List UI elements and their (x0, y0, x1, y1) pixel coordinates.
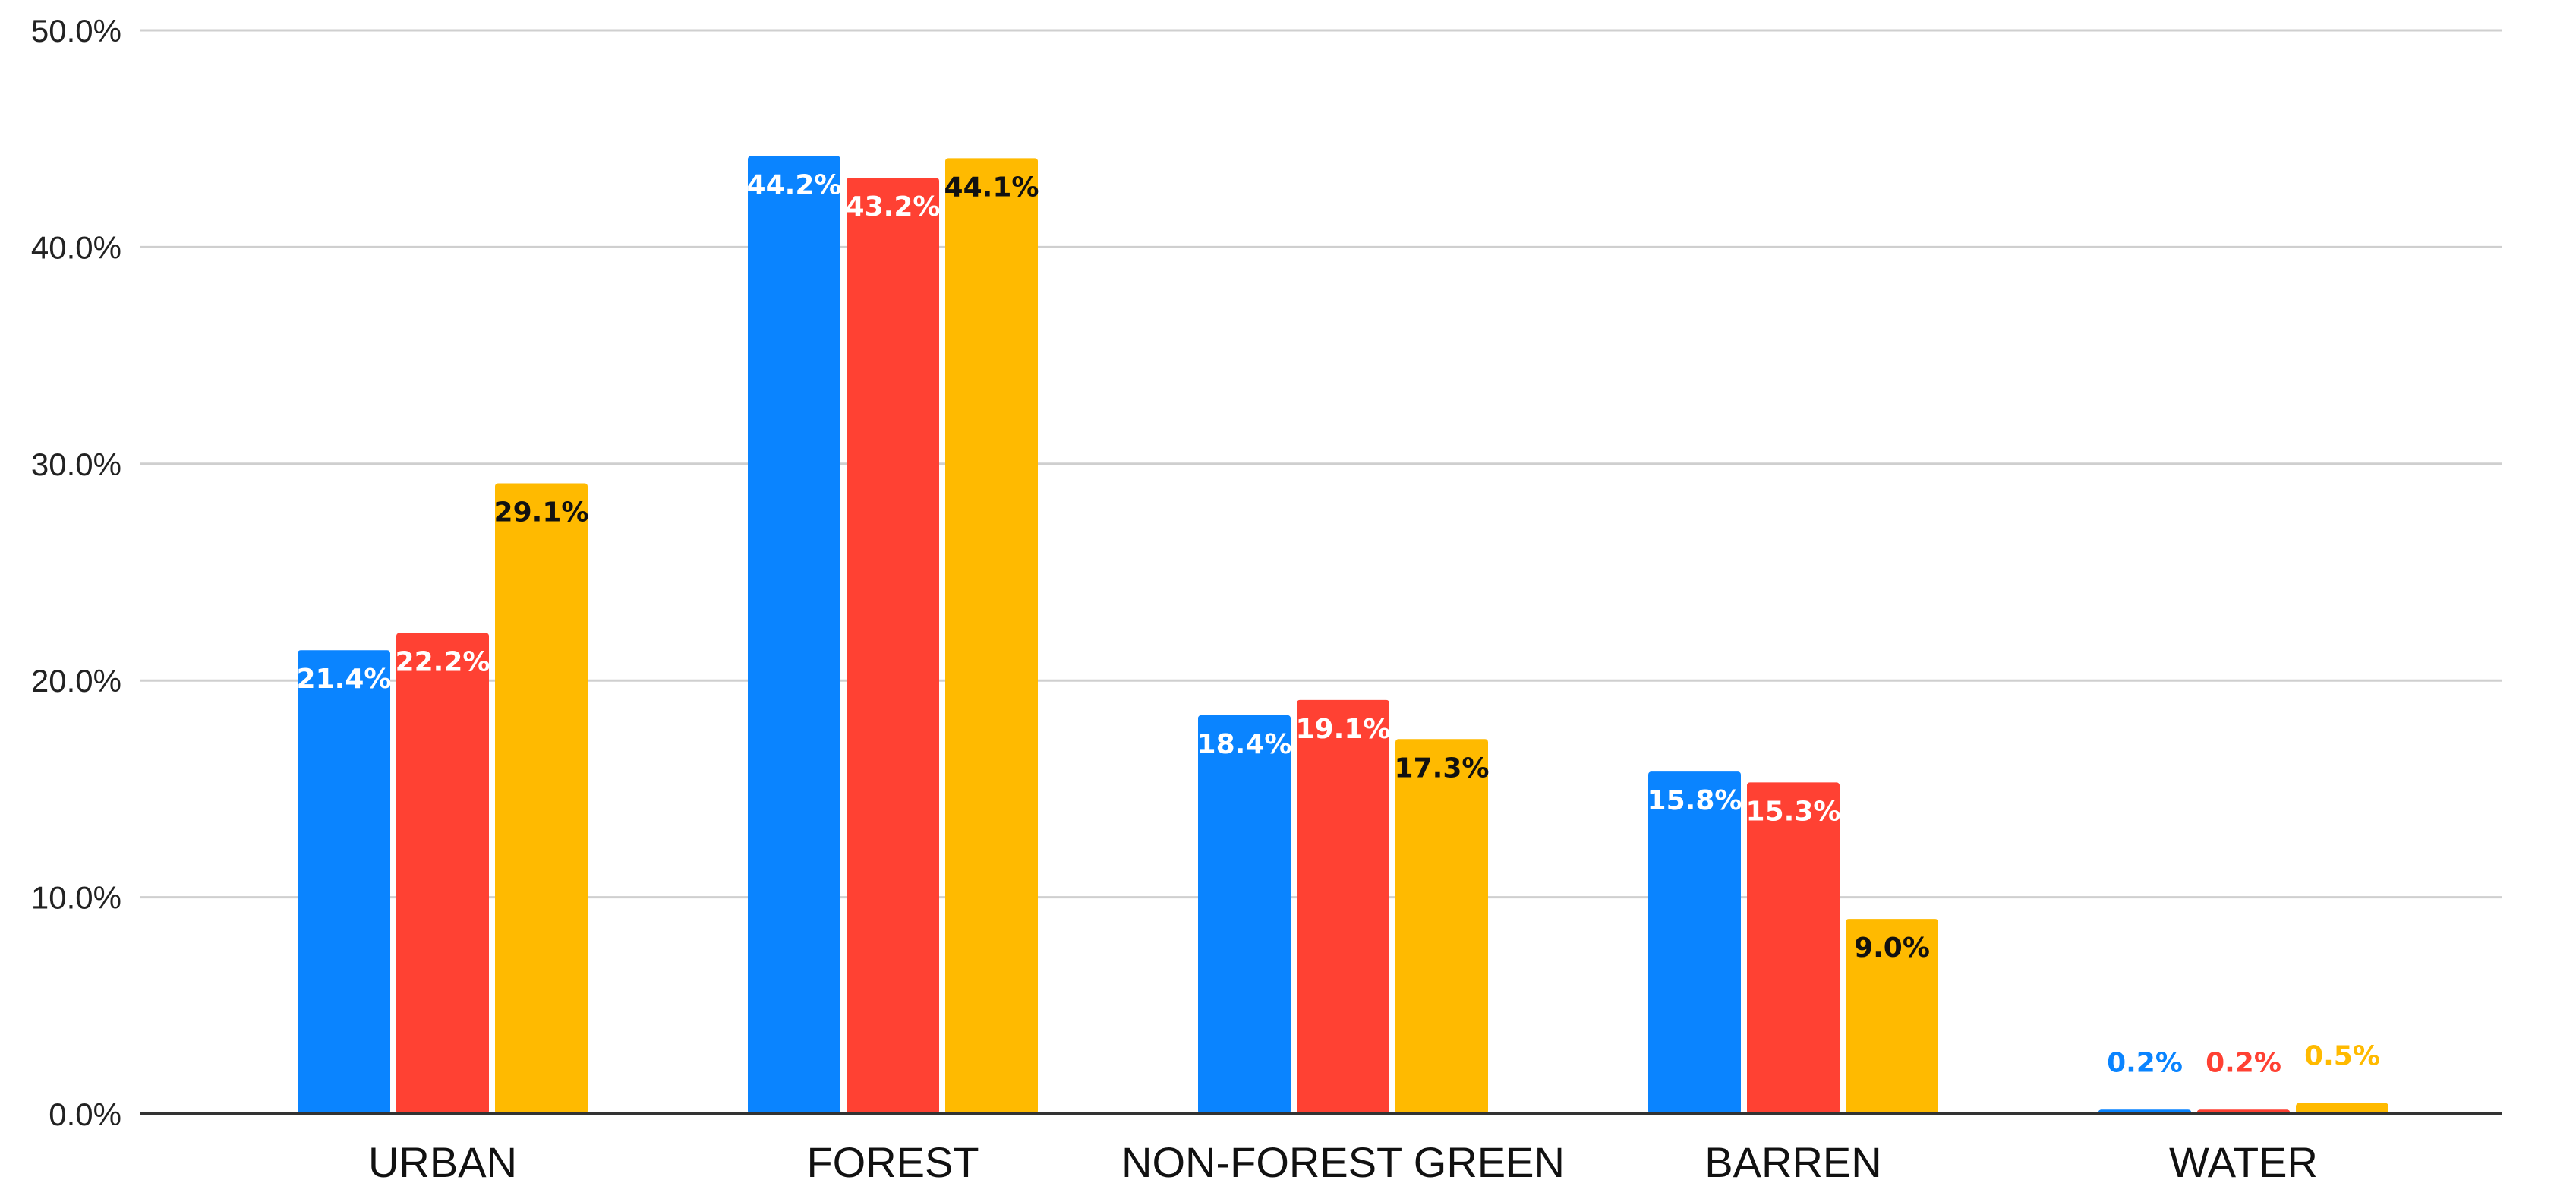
y-tick-label: 50.0% (31, 13, 121, 49)
data-label: 0.2% (2206, 1047, 2281, 1078)
data-label: 0.2% (2107, 1047, 2183, 1078)
bar (1198, 715, 1291, 1114)
data-label: 19.1% (1296, 714, 1391, 745)
data-label: 9.0% (1854, 932, 1930, 964)
data-label: 18.4% (1197, 729, 1292, 760)
bar (1846, 919, 1938, 1114)
bar (1648, 771, 1741, 1114)
data-label: 22.2% (396, 646, 490, 677)
data-label: 15.8% (1647, 785, 1742, 816)
data-labels: 21.4%22.2% 29.1% 44.2%43.2%44.1% 18.4% 19.1%… (297, 170, 2380, 1079)
x-category-label: NON-FOREST GREEN (1121, 1138, 1565, 1186)
bar (1297, 699, 1389, 1114)
bar (495, 483, 588, 1114)
bar (945, 158, 1038, 1115)
bars (298, 156, 2388, 1115)
bar (298, 650, 390, 1114)
bar (847, 178, 939, 1114)
y-tick-label: 30.0% (31, 446, 121, 482)
x-category-label: FOREST (806, 1138, 979, 1186)
y-tick-label: 0.0% (49, 1096, 121, 1132)
bar (396, 633, 489, 1114)
bar (748, 156, 840, 1115)
bar (2296, 1103, 2388, 1114)
data-label: 44.2% (747, 170, 842, 201)
x-category-label: URBAN (368, 1138, 517, 1186)
data-label: 44.1% (944, 172, 1039, 203)
data-label: 21.4% (297, 664, 392, 695)
y-tick-label: 20.0% (31, 663, 121, 699)
y-tick-label: 40.0% (31, 229, 121, 265)
data-label: 17.3% (1395, 753, 1490, 784)
x-category-label: WATER (2169, 1138, 2318, 1186)
y-axis-tick-labels: 0.0% 10.0% 20.0% 30.0% 40.0% 50.0% (31, 13, 121, 1132)
bar (1747, 782, 1840, 1114)
data-label: 0.5% (2304, 1041, 2380, 1072)
data-label: 43.2% (846, 191, 941, 222)
data-label: 15.3% (1746, 796, 1841, 827)
bar (1395, 739, 1488, 1114)
data-label: 29.1% (494, 497, 589, 528)
x-category-label: BARREN (1704, 1138, 1881, 1186)
x-axis-category-labels: URBAN FOREST NON-FOREST GREEN BARREN WATER (368, 1138, 2318, 1186)
y-tick-label: 10.0% (31, 880, 121, 916)
